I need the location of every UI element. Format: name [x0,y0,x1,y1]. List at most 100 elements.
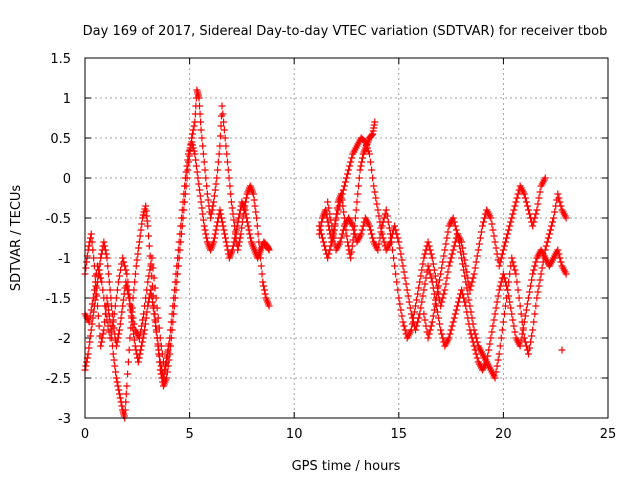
data-point [114,382,122,390]
data-point [493,362,501,370]
data-point [471,330,479,338]
data-point [119,302,127,310]
data-point [116,394,124,402]
data-point [469,320,477,328]
data-point [86,234,94,242]
data-point [477,228,485,236]
data-point [529,222,537,230]
data-point [440,252,448,260]
data-point [521,194,529,202]
data-point [467,308,475,316]
y-tick-label: -2 [58,332,71,347]
data-point [409,314,417,322]
data-point [398,256,406,264]
data-point [450,218,458,226]
data-point [260,282,268,290]
data-point [534,288,542,296]
data-point [451,222,459,230]
data-point [545,230,553,238]
data-point [487,214,495,222]
data-point [534,200,542,208]
data-point [147,260,155,268]
data-point [448,250,456,258]
data-point [357,230,365,238]
data-point [215,150,223,158]
data-point [246,230,254,238]
data-point [142,314,150,322]
data-point [123,382,131,390]
data-point [465,296,473,304]
data-point [369,174,377,182]
data-point [526,210,534,218]
data-point [387,238,395,246]
data-point [454,298,462,306]
data-point [488,220,496,228]
data-point [152,294,160,302]
data-point [427,250,435,258]
data-point [228,246,236,254]
data-point [86,312,94,320]
data-point [242,194,250,202]
data-point [172,270,180,278]
data-point [343,232,351,240]
data-point [222,238,230,246]
data-point [367,226,375,234]
data-point [148,254,156,262]
data-point [325,204,333,212]
data-point [492,304,500,312]
data-point [333,210,341,218]
data-point [367,158,375,166]
data-point [327,242,335,250]
data-point [106,334,114,342]
data-point [100,238,108,246]
data-point [135,238,143,246]
data-point [85,344,93,352]
data-point [135,354,143,362]
data-point [535,282,543,290]
data-point [195,180,203,188]
data-point [496,342,504,350]
data-point [340,208,348,216]
data-point [344,238,352,246]
data-point [265,302,273,310]
data-point [335,202,343,210]
data-point [424,262,432,270]
data-point [144,222,152,230]
data-point [509,210,517,218]
data-point [391,222,399,230]
data-point [328,222,336,230]
data-point [443,274,451,282]
data-point [104,262,112,270]
data-point [528,276,536,284]
data-point [217,122,225,130]
data-point [135,334,143,342]
data-point [329,228,337,236]
data-point [554,190,562,198]
data-point [489,322,497,330]
data-point [111,302,119,310]
data-point [87,306,95,314]
data-point [516,342,524,350]
data-point [546,226,554,234]
data-point [372,194,380,202]
data-point [544,234,552,242]
data-point [463,284,471,292]
data-point [425,330,433,338]
data-point [337,234,345,242]
data-point [123,282,131,290]
y-tick-label: -2.5 [46,372,71,387]
data-point [130,320,138,328]
data-point [503,282,511,290]
data-point [358,158,366,166]
data-point [145,272,153,280]
data-point [501,302,509,310]
data-point [120,258,128,266]
data-point [507,304,515,312]
data-point [439,334,447,342]
data-point [464,290,472,298]
chart-title: Day 169 of 2017, Sidereal Day-to-day VTE… [83,24,608,39]
data-point [199,142,207,150]
data-point [134,358,142,366]
y-tick-label: -0.5 [46,212,71,227]
data-point [229,210,237,218]
